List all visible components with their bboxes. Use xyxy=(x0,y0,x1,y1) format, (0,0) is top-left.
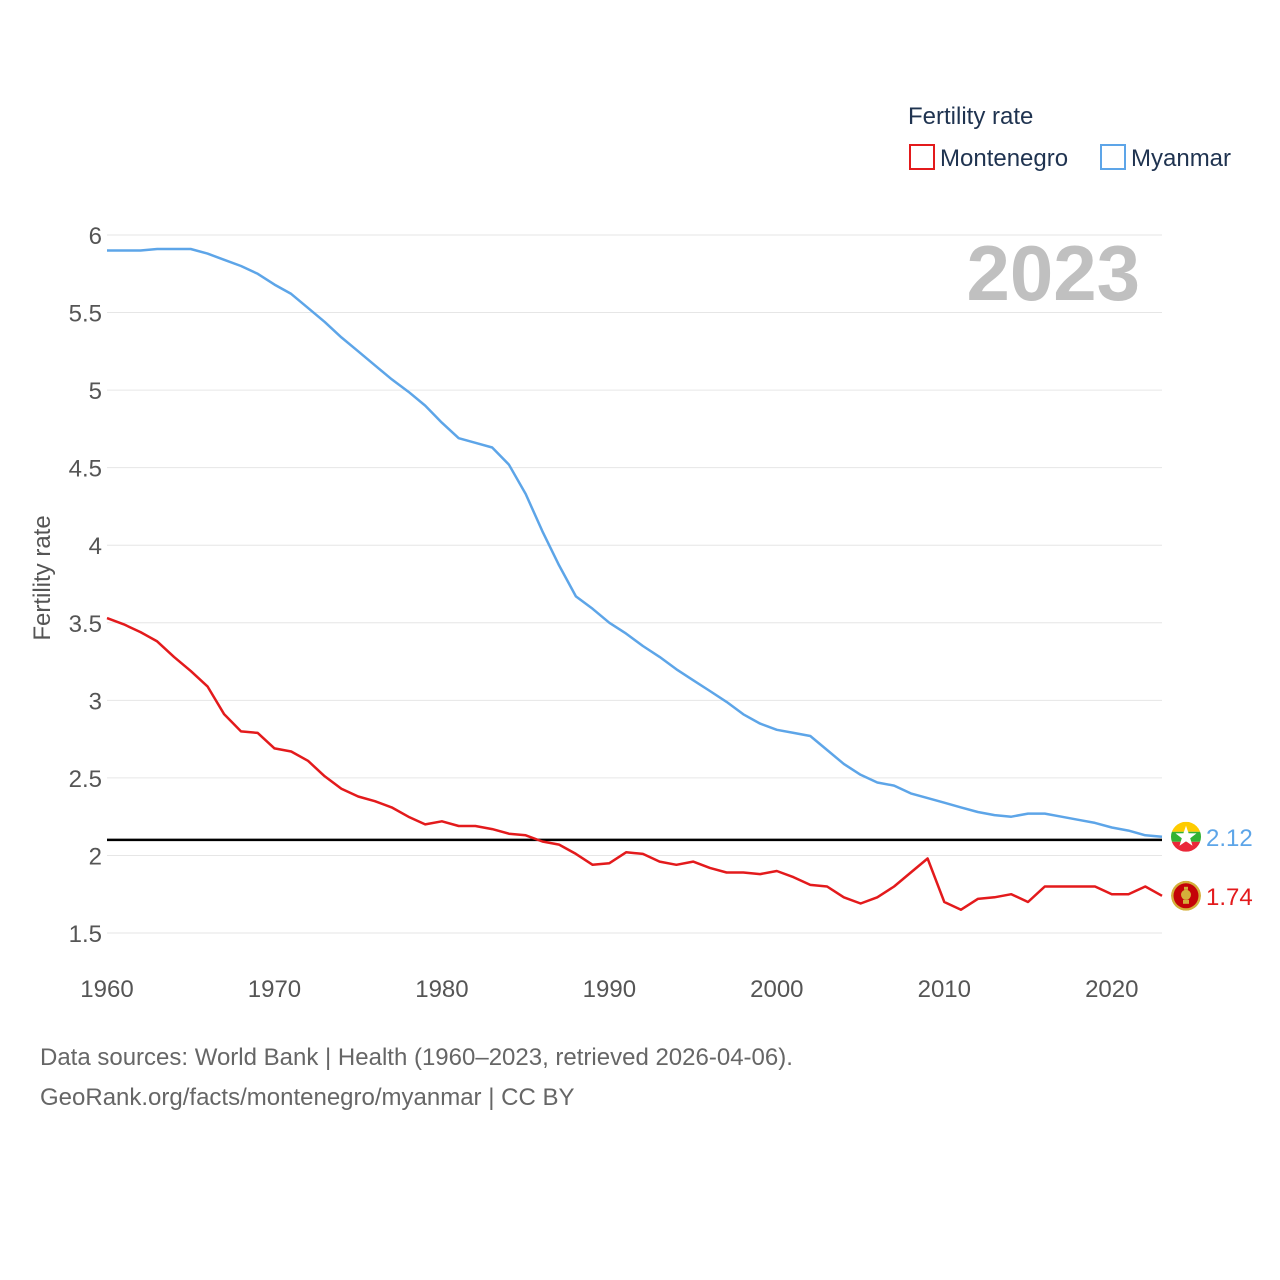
y-tick-label: 1.5 xyxy=(69,921,102,948)
gridlines xyxy=(107,234,1162,934)
end-value-myanmar: 2.12 xyxy=(1206,825,1253,852)
y-tick-label: 3.5 xyxy=(69,611,102,638)
legend-swatch-myanmar xyxy=(1100,144,1126,170)
y-tick-label: 5.5 xyxy=(69,301,102,328)
x-tick-label: 1970 xyxy=(248,976,301,1003)
license-link[interactable]: GeoRank.org/facts/montenegro/myanmar | C… xyxy=(40,1084,575,1111)
y-tick-label: 4 xyxy=(89,533,102,560)
y-tick-label: 2.5 xyxy=(69,766,102,793)
legend-label-montenegro: Montenegro xyxy=(940,145,1068,172)
y-axis-ticks: 1.5 2 2.5 3 3.5 4 4.5 5 5.5 6 xyxy=(69,223,102,948)
y-tick-label: 5 xyxy=(89,378,102,405)
x-tick-label: 1990 xyxy=(583,976,636,1003)
source-citation: Data sources: World Bank | Health (1960–… xyxy=(40,1044,793,1071)
x-tick-label: 2010 xyxy=(918,976,971,1003)
legend: Fertility rate Montenegro Myanmar xyxy=(908,103,1231,172)
x-tick-label: 2020 xyxy=(1085,976,1138,1003)
legend-label-myanmar: Myanmar xyxy=(1131,145,1231,172)
y-tick-label: 6 xyxy=(89,223,102,250)
legend-swatch-montenegro xyxy=(909,144,935,170)
y-tick-label: 2 xyxy=(89,843,102,870)
year-watermark: 2023 xyxy=(966,229,1140,317)
x-tick-label: 2000 xyxy=(750,976,803,1003)
y-axis-label: Fertility rate xyxy=(29,515,56,640)
series-line-montenegro xyxy=(106,616,1163,911)
x-tick-label: 1980 xyxy=(415,976,468,1003)
montenegro-flag-icon xyxy=(1171,880,1201,911)
x-tick-label: 1960 xyxy=(80,976,133,1003)
series-line-myanmar xyxy=(107,247,1163,839)
x-axis-ticks: 1960 1970 1980 1990 2000 2010 2020 xyxy=(80,976,1138,1003)
legend-title: Fertility rate xyxy=(908,103,1033,130)
y-tick-label: 3 xyxy=(89,688,102,715)
end-value-montenegro: 1.74 xyxy=(1206,884,1253,911)
y-tick-label: 4.5 xyxy=(69,456,102,483)
myanmar-flag-icon xyxy=(1171,821,1201,852)
